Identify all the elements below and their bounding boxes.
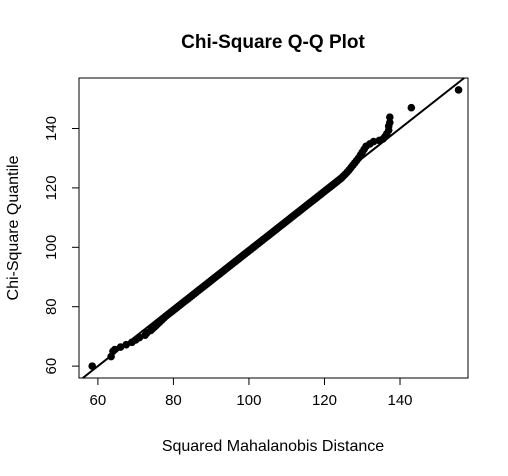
data-points	[88, 86, 463, 370]
y-axis: 60 80 100 120 140	[43, 116, 79, 374]
x-tick-label: 60	[90, 392, 107, 409]
data-point	[386, 113, 394, 122]
y-tick-label: 60	[43, 358, 60, 375]
y-tick-label: 100	[43, 235, 60, 260]
x-tick-label: 140	[388, 392, 413, 409]
x-axis: 60 80 100 120 140	[90, 378, 413, 409]
data-point	[369, 137, 378, 146]
y-tick-label: 140	[43, 116, 60, 141]
reference-line	[82, 77, 465, 379]
x-axis-label: Squared Mahalanobis Distance	[162, 438, 384, 455]
chart-title: Chi-Square Q-Q Plot	[181, 32, 365, 53]
x-tick-label: 120	[312, 392, 337, 409]
data-point	[386, 118, 394, 127]
x-tick-label: 80	[165, 392, 182, 409]
y-axis-label: Chi-Square Quantile	[5, 155, 22, 300]
plot-frame	[78, 77, 469, 379]
x-tick-label: 100	[236, 392, 261, 409]
y-tick-label: 80	[43, 298, 60, 315]
data-point	[407, 103, 416, 112]
data-point	[454, 86, 463, 94]
y-tick-label: 120	[43, 175, 60, 200]
reference-line-layer	[82, 77, 465, 379]
